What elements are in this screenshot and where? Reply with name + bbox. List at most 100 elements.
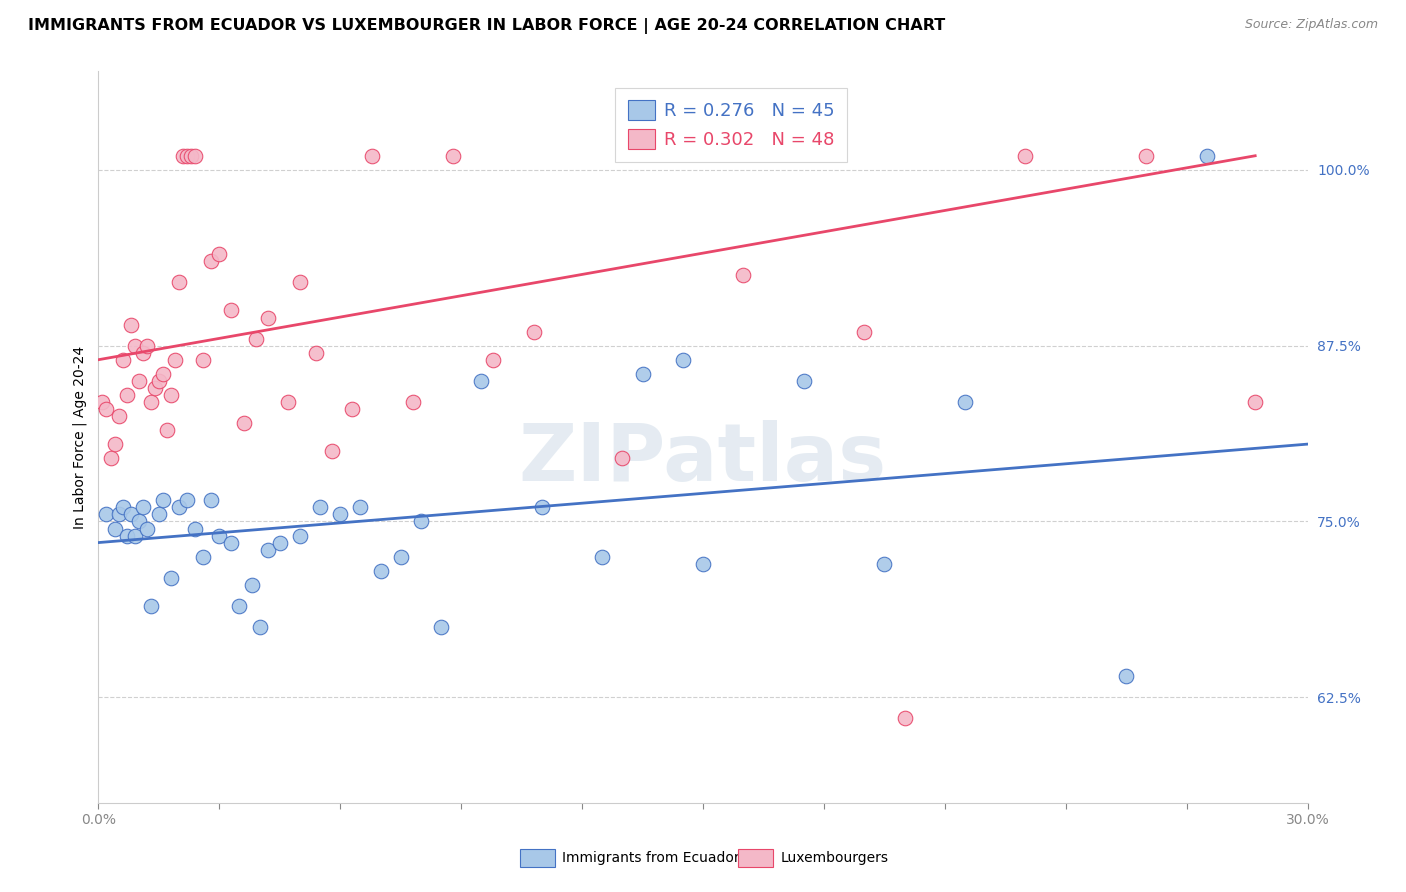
Point: [184, 149, 207, 163]
Point: [228, 599, 250, 613]
Point: [111, 500, 134, 515]
Point: [193, 352, 215, 367]
Point: [873, 557, 896, 571]
Point: [132, 345, 155, 359]
Point: [221, 303, 243, 318]
Point: [96, 401, 118, 416]
Point: [152, 493, 174, 508]
Point: [184, 522, 207, 536]
Point: [103, 522, 125, 536]
Text: ZIPatlas: ZIPatlas: [519, 420, 887, 498]
Point: [1195, 149, 1218, 163]
Point: [672, 352, 695, 367]
Point: [288, 528, 311, 542]
Point: [953, 395, 976, 409]
Point: [612, 451, 634, 466]
Legend: R = 0.276   N = 45, R = 0.302   N = 48: R = 0.276 N = 45, R = 0.302 N = 48: [616, 87, 848, 161]
Point: [124, 338, 146, 352]
Point: [193, 549, 215, 564]
Point: [245, 332, 267, 346]
Point: [135, 522, 157, 536]
Point: [103, 437, 125, 451]
Point: [200, 254, 222, 268]
Point: [409, 515, 432, 529]
Point: [256, 542, 278, 557]
Point: [176, 149, 198, 163]
Point: [128, 374, 150, 388]
Point: [128, 515, 150, 529]
Point: [200, 493, 222, 508]
Point: [132, 500, 155, 515]
Point: [232, 416, 254, 430]
Point: [96, 508, 118, 522]
Point: [148, 374, 170, 388]
Point: [139, 395, 162, 409]
Point: [107, 508, 129, 522]
Point: [329, 508, 352, 522]
Point: [361, 149, 384, 163]
Point: [208, 247, 231, 261]
Point: [167, 500, 190, 515]
Text: Source: ZipAtlas.com: Source: ZipAtlas.com: [1244, 18, 1378, 31]
Point: [482, 352, 505, 367]
Point: [115, 528, 138, 542]
Point: [349, 500, 371, 515]
Point: [309, 500, 332, 515]
Point: [120, 508, 142, 522]
Y-axis label: In Labor Force | Age 20-24: In Labor Force | Age 20-24: [73, 345, 87, 529]
Point: [156, 423, 179, 437]
Point: [143, 381, 166, 395]
Point: [342, 401, 364, 416]
Point: [523, 325, 546, 339]
Point: [115, 388, 138, 402]
Point: [152, 367, 174, 381]
Text: IMMIGRANTS FROM ECUADOR VS LUXEMBOURGER IN LABOR FORCE | AGE 20-24 CORRELATION C: IMMIGRANTS FROM ECUADOR VS LUXEMBOURGER …: [28, 18, 945, 34]
Point: [733, 268, 755, 283]
Point: [277, 395, 299, 409]
Point: [160, 571, 183, 585]
Point: [256, 310, 278, 325]
Point: [370, 564, 392, 578]
Point: [853, 325, 876, 339]
Point: [288, 276, 311, 290]
Point: [893, 711, 915, 725]
Point: [167, 276, 190, 290]
Point: [135, 338, 157, 352]
Point: [389, 549, 412, 564]
Point: [148, 508, 170, 522]
Point: [111, 352, 134, 367]
Point: [470, 374, 492, 388]
Point: [305, 345, 328, 359]
Point: [591, 549, 613, 564]
Point: [124, 528, 146, 542]
Point: [402, 395, 425, 409]
Point: [1244, 395, 1267, 409]
Point: [139, 599, 162, 613]
Point: [107, 409, 129, 423]
Point: [530, 500, 553, 515]
Point: [1014, 149, 1036, 163]
Point: [269, 535, 291, 549]
Text: Immigrants from Ecuador: Immigrants from Ecuador: [562, 851, 740, 865]
Point: [441, 149, 464, 163]
Point: [100, 451, 122, 466]
Point: [172, 149, 194, 163]
Point: [221, 535, 243, 549]
Point: [793, 374, 815, 388]
Point: [180, 149, 202, 163]
Point: [321, 444, 343, 458]
Point: [208, 528, 231, 542]
Point: [120, 318, 142, 332]
Point: [91, 395, 114, 409]
Point: [249, 620, 271, 634]
Point: [631, 367, 654, 381]
Point: [176, 493, 198, 508]
Text: Luxembourgers: Luxembourgers: [780, 851, 889, 865]
Point: [1115, 669, 1137, 683]
Point: [240, 578, 263, 592]
Point: [163, 352, 186, 367]
Point: [430, 620, 453, 634]
Point: [692, 557, 714, 571]
Point: [1135, 149, 1157, 163]
Point: [160, 388, 183, 402]
